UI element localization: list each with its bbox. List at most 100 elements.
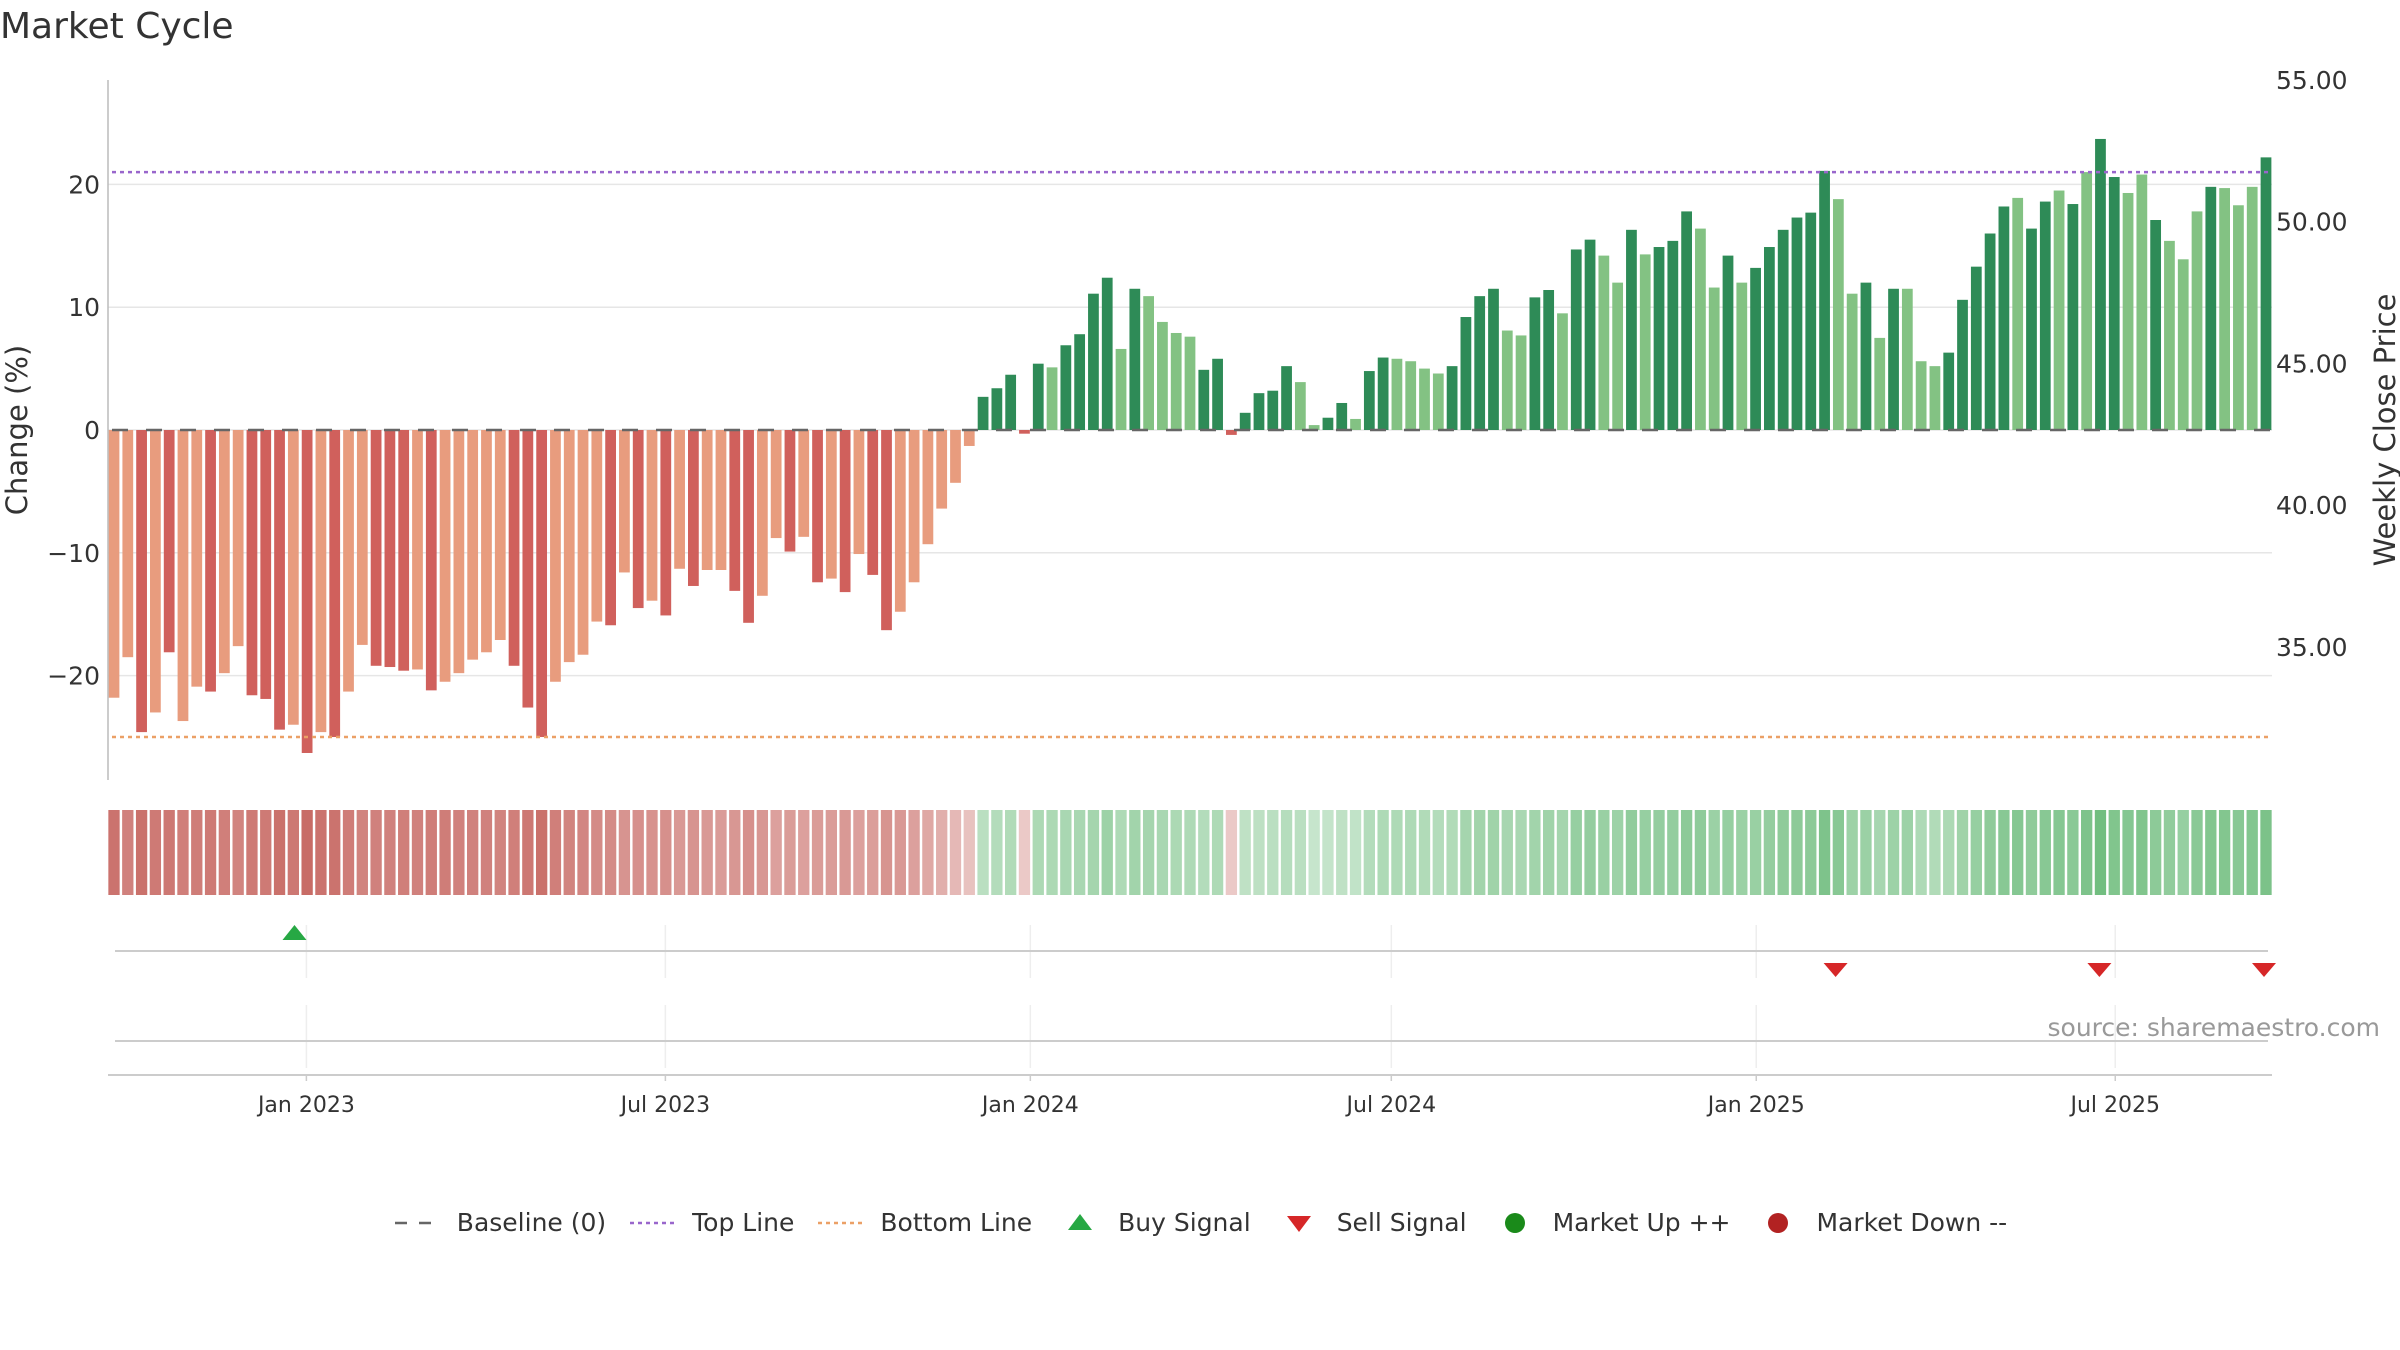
change-bar: [2012, 197, 2024, 430]
change-bar: [963, 430, 975, 446]
heat-cell: [411, 810, 424, 895]
change-bar: [674, 430, 685, 569]
heat-cell: [1073, 810, 1086, 895]
change-bar: [688, 430, 699, 586]
change-bar: [274, 430, 285, 730]
heat-cell: [1239, 810, 1251, 895]
heat-cell: [1032, 810, 1044, 895]
heat-cell: [1156, 810, 1169, 895]
heat-cell: [191, 810, 203, 895]
y2-axis-label: Weekly Close Price: [2368, 294, 2400, 567]
heat-cell: [342, 810, 355, 895]
change-bar: [812, 430, 823, 583]
change-bar: [1419, 368, 1430, 430]
change-bar: [1846, 293, 1858, 430]
change-bar: [881, 430, 892, 631]
change-bar: [853, 430, 865, 555]
change-bar: [936, 430, 948, 509]
change-bar: [1239, 412, 1251, 430]
heat-cell: [1846, 810, 1858, 895]
heat-cell: [2081, 810, 2093, 895]
heat-cell: [2136, 810, 2148, 895]
heat-cell: [1308, 810, 1320, 895]
change-bar: [2108, 177, 2120, 430]
change-bar: [1253, 393, 1265, 430]
y2-tick-label: 40.00: [2276, 491, 2348, 520]
heat-cell: [1322, 810, 1334, 895]
heat-cell: [246, 810, 258, 895]
sell-signal-marker: [2087, 963, 2112, 977]
change-bar: [494, 430, 506, 640]
change-bar: [1363, 371, 1375, 430]
sell-signal-marker: [2252, 963, 2276, 977]
heat-cell: [2246, 810, 2258, 895]
heat-cell: [1060, 810, 1072, 895]
change-bar: [619, 430, 630, 573]
heat-cell: [1046, 810, 1058, 895]
change-bar: [2260, 157, 2272, 431]
heat-cell: [880, 810, 893, 895]
heat-cell: [2053, 810, 2065, 895]
heat-cell: [1832, 810, 1845, 895]
y2-tick-label: 45.00: [2276, 349, 2348, 378]
change-bar: [1143, 296, 1154, 430]
legend-label: Market Up ++: [1552, 1208, 1731, 1237]
change-bar: [743, 430, 754, 623]
change-bar: [315, 430, 327, 733]
heat-cell: [1887, 810, 1900, 895]
change-bar: [1157, 321, 1168, 430]
change-bar: [1391, 358, 1403, 430]
change-bar: [1943, 352, 1955, 430]
heat-cell: [1929, 810, 1941, 895]
change-bar: [1998, 206, 2010, 430]
heat-cell: [1708, 810, 1720, 895]
change-bar: [1184, 336, 1196, 430]
heat-cell: [2025, 810, 2038, 895]
heat-cell: [177, 810, 189, 895]
change-bar: [536, 430, 548, 738]
legend-label: Market Down --: [1816, 1208, 2008, 1237]
change-bar: [425, 430, 437, 691]
change-bar: [2095, 138, 2106, 430]
heat-cell: [1860, 810, 1872, 895]
change-bar: [246, 430, 258, 696]
legend-item: Market Down --: [1752, 1208, 2007, 1237]
heat-cell: [1874, 810, 1886, 895]
change-bar: [122, 430, 134, 658]
change-bar: [1377, 357, 1389, 430]
heat-cell: [1680, 810, 1693, 895]
heat-cell: [1667, 810, 1679, 895]
y-tick-label: −20: [47, 662, 100, 691]
heat-cell: [949, 810, 962, 895]
heat-cell: [2108, 810, 2120, 895]
legend-item: Sell Signal: [1273, 1208, 1467, 1237]
x-tick-label: Jul 2025: [2068, 1093, 2160, 1118]
change-bar: [467, 430, 479, 660]
legend-dot-icon: [630, 1221, 679, 1224]
change-bar: [2246, 186, 2258, 430]
change-bar: [2039, 201, 2051, 430]
heat-cell: [232, 810, 244, 895]
heat-cell: [287, 810, 299, 895]
heat-cell: [1515, 810, 1527, 895]
heat-cell: [135, 810, 148, 895]
change-bar: [108, 430, 120, 698]
change-bar: [2081, 172, 2093, 430]
legend-triangle-down: [1286, 1215, 1311, 1232]
heat-cell: [1736, 810, 1748, 895]
heat-cell: [1377, 810, 1389, 895]
change-bar: [205, 430, 216, 692]
change-bar: [1626, 229, 1637, 430]
heat-strip: [108, 810, 2272, 895]
heat-cell: [1501, 810, 1513, 895]
heat-cell: [2205, 810, 2217, 895]
heat-cell: [2012, 810, 2024, 895]
heat-cell: [2191, 810, 2203, 895]
heat-cell: [991, 810, 1003, 895]
change-bar: [1405, 361, 1417, 430]
change-bar: [522, 430, 534, 708]
heat-cell: [2094, 810, 2107, 895]
change-bar: [1294, 382, 1306, 430]
heat-cell: [522, 810, 534, 895]
heat-cell: [1142, 810, 1155, 895]
